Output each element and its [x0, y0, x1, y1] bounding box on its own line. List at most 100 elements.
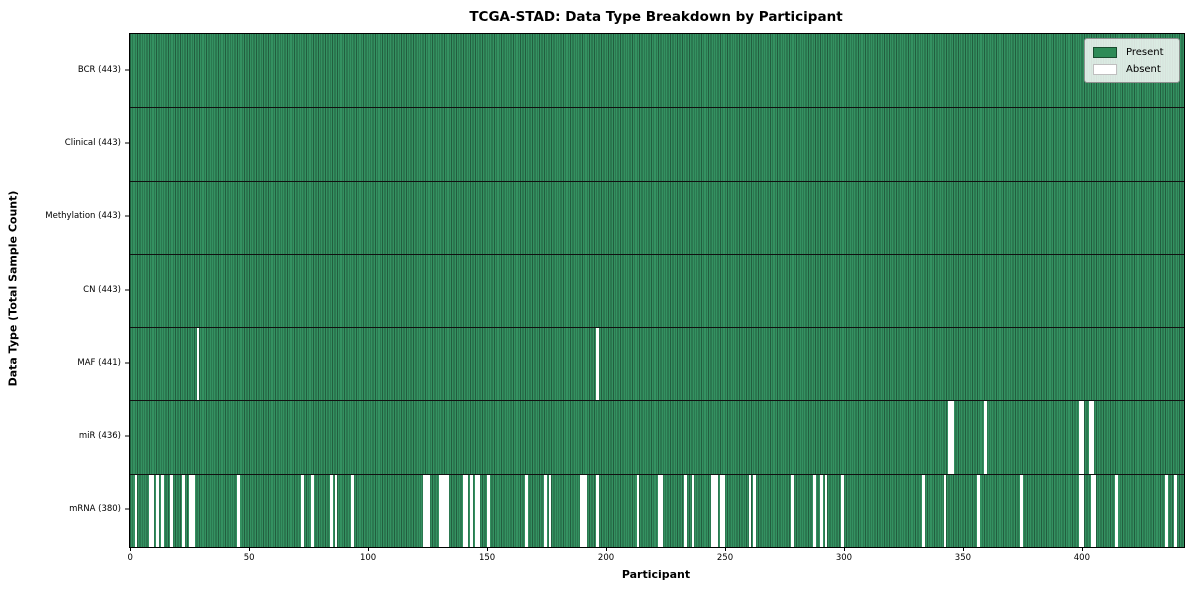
absence-bar-mrna-145 — [474, 474, 478, 547]
y-tick-mark — [125, 362, 129, 364]
chart-title: TCGA-STAD: Data Type Breakdown by Partic… — [469, 9, 843, 25]
absence-bar-mrna-76 — [310, 474, 314, 547]
absence-bar-mrna-174 — [543, 474, 547, 547]
absence-bar-mrna-132 — [444, 474, 447, 547]
absence-bar-mrna-236 — [691, 474, 695, 547]
legend-swatch-absent — [1093, 64, 1117, 75]
absence-bar-mrna-26 — [191, 474, 195, 547]
absence-bar-mrna-248 — [720, 474, 723, 547]
x-tick-label-350: 350 — [954, 553, 972, 563]
absence-bar-mrna-93 — [351, 474, 354, 547]
x-tick-label-250: 250 — [716, 553, 734, 563]
x-tick-label-400: 400 — [1073, 553, 1090, 563]
absence-bar-mrna-86 — [334, 474, 338, 547]
y-tick-mark — [125, 69, 129, 71]
absence-bar-mrna-45 — [237, 474, 240, 547]
row-separator — [130, 180, 1184, 182]
y-tick-mark — [125, 215, 129, 217]
y-tick-label-bcr: BCR (443) — [77, 64, 121, 75]
row-separator — [130, 253, 1184, 255]
row-separator — [130, 327, 1184, 329]
x-tick-mark — [368, 547, 370, 551]
legend-entry-present: Present — [1093, 45, 1171, 60]
absence-bar-mrna-435 — [1164, 474, 1168, 547]
absence-bar-mrna-399 — [1079, 474, 1083, 547]
x-tick-label-150: 150 — [478, 553, 496, 563]
absence-bar-mrna-356 — [977, 474, 980, 547]
absence-bar-mrna-2 — [134, 474, 138, 547]
absence-bar-mrna-130 — [439, 474, 443, 547]
absence-bar-mrna-222 — [658, 474, 661, 547]
absence-bar-mrna-404 — [1091, 474, 1094, 547]
row-separator — [130, 107, 1184, 109]
y-tick-label-maf: MAF (441) — [77, 357, 121, 368]
absence-bar-mir-399 — [1079, 401, 1083, 474]
x-axis-label: Participant — [621, 568, 691, 581]
y-tick-mark — [125, 289, 129, 290]
legend-label-absent: Absent — [1126, 64, 1161, 75]
absence-bar-mrna-8 — [149, 474, 152, 547]
absence-bar-mrna-141 — [465, 474, 469, 547]
absence-bar-mrna-287 — [812, 474, 816, 547]
absence-bar-mrna-374 — [1019, 474, 1023, 547]
legend-entry-absent: Absent — [1093, 62, 1171, 77]
x-tick-mark — [249, 547, 251, 551]
absence-bar-mrna-11 — [156, 474, 159, 547]
absence-bar-mrna-405 — [1093, 474, 1097, 547]
y-tick-label-clinical: Clinical (443) — [64, 137, 121, 148]
present-columns — [130, 34, 1184, 547]
absence-bar-mrna-400 — [1081, 474, 1085, 547]
absence-bar-mrna-143 — [470, 474, 473, 547]
absence-bar-mrna-223 — [660, 474, 664, 547]
absence-bar-mrna-166 — [524, 474, 528, 547]
absence-bar-mrna-22 — [182, 474, 186, 547]
absence-bar-mir-344 — [948, 401, 952, 474]
absence-bar-mrna-72 — [301, 474, 305, 547]
absence-bar-mrna-196 — [596, 474, 600, 547]
x-tick-label-0: 0 — [127, 553, 133, 563]
absence-bar-mrna-133 — [446, 474, 450, 547]
y-tick-label-cn: CN (443) — [83, 284, 121, 295]
absence-bar-mrna-176 — [548, 474, 552, 547]
absence-bar-mrna-213 — [636, 474, 640, 547]
x-tick-label-200: 200 — [597, 553, 615, 563]
row-separator — [130, 400, 1184, 402]
y-tick-label-mir: miR (436) — [78, 431, 121, 442]
absence-bar-mrna-17 — [170, 474, 174, 547]
y-tick-label-mrna: mRNA (380) — [69, 504, 121, 515]
absence-bar-mrna-140 — [463, 474, 466, 547]
absence-bar-mrna-262 — [753, 474, 757, 547]
absence-bar-mrna-9 — [151, 474, 155, 547]
absence-bar-mrna-124 — [425, 474, 428, 547]
absence-bar-mir-403 — [1088, 401, 1092, 474]
absence-bar-mrna-150 — [486, 474, 490, 547]
absence-bar-mir-404 — [1091, 401, 1094, 474]
absence-bar-mrna-245 — [712, 474, 716, 547]
legend-swatch-present — [1093, 47, 1117, 58]
absence-bar-mrna-244 — [710, 474, 714, 547]
absence-bar-mrna-278 — [791, 474, 795, 547]
absence-bar-mrna-125 — [427, 474, 431, 547]
absence-bar-mrna-233 — [684, 474, 688, 547]
absence-bar-mrna-123 — [422, 474, 426, 547]
legend: Present Absent — [1084, 38, 1180, 83]
absence-bar-mrna-439 — [1174, 474, 1178, 547]
x-tick-mark — [1081, 547, 1083, 551]
absence-bar-mrna-191 — [584, 474, 588, 547]
absence-bar-mrna-84 — [329, 474, 333, 547]
x-tick-mark — [130, 547, 132, 551]
absence-bar-mrna-146 — [477, 474, 481, 547]
y-tick-label-methylation: Methylation (443) — [45, 211, 121, 222]
absence-bar-mrna-260 — [748, 474, 752, 547]
absence-bar-maf-28 — [196, 328, 200, 401]
x-tick-mark — [843, 547, 845, 551]
x-tick-mark — [487, 547, 489, 551]
y-tick-mark — [125, 142, 129, 144]
absence-bar-mrna-414 — [1115, 474, 1118, 547]
absence-bar-mrna-299 — [841, 474, 845, 547]
x-tick-mark — [725, 547, 726, 551]
absence-bar-mrna-25 — [189, 474, 193, 547]
absence-bar-mrna-333 — [922, 474, 925, 547]
plot-area — [129, 33, 1185, 548]
